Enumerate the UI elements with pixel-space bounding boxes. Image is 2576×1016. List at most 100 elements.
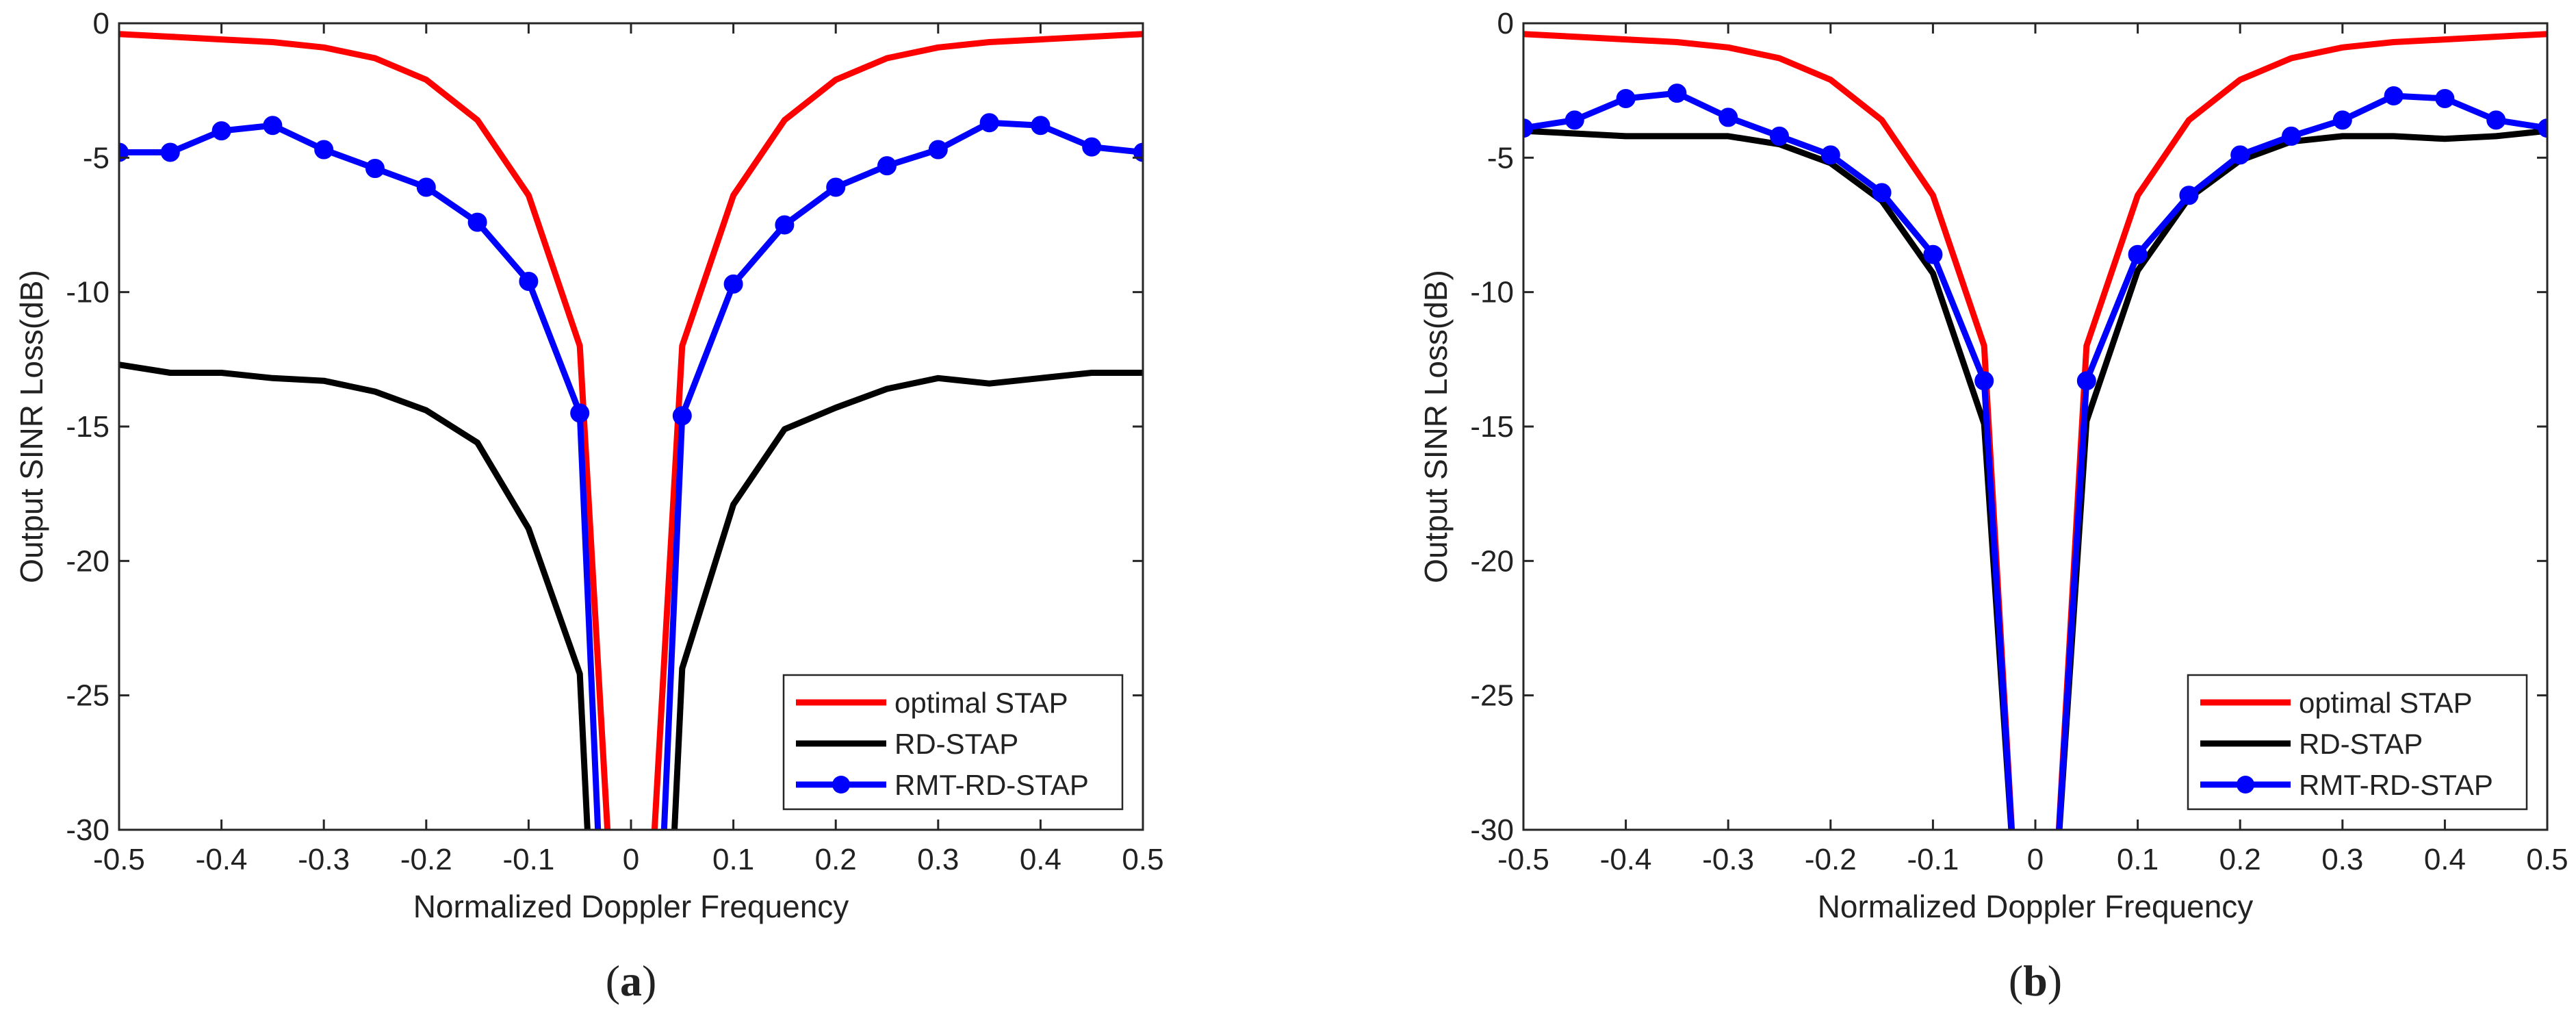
data-point [416, 177, 436, 197]
x-tick-label: -0.4 [196, 843, 248, 876]
legend-marker [2237, 776, 2254, 793]
legend-entry-label: RMT-RD-STAP [2299, 769, 2493, 801]
data-point [467, 212, 487, 232]
x-tick-label: 0.3 [2321, 843, 2363, 876]
x-axis-label: Normalized Doppler Frequency [413, 889, 849, 924]
series-line-optimal-stap [1523, 31, 2547, 830]
data-point [2076, 371, 2096, 391]
series-line-optimal-stap [119, 31, 1143, 830]
y-tick-label: 0 [93, 7, 110, 40]
data-point [2486, 110, 2506, 130]
series-line-rd-stap [1523, 127, 2547, 830]
y-tick-label: -10 [1470, 276, 1514, 309]
x-tick-label: 0.2 [815, 843, 857, 876]
data-point [1082, 137, 1102, 157]
x-tick-label: -0.5 [1497, 843, 1549, 876]
panel-label-paren-open: ( [2009, 956, 2023, 1005]
data-point [2282, 126, 2301, 146]
x-tick-label: 0.5 [2526, 843, 2568, 876]
x-tick-label: 0.5 [1122, 843, 1163, 876]
data-point [775, 215, 795, 235]
data-point [160, 142, 180, 162]
data-point [1820, 145, 1840, 165]
y-tick-label: -15 [66, 410, 110, 444]
chart-panel-b: -0.5 -0.4 -0.3 -0.2 -0.1 0 0.1 0.2 0.3 0.4 0.5 0 -5 -… [1418, 7, 2568, 1005]
data-point [1923, 244, 1943, 264]
x-tick-label: 0.3 [917, 843, 959, 876]
data-point [263, 116, 283, 136]
x-tick-label: 0.2 [2219, 843, 2261, 876]
y-tick-label: -5 [83, 141, 110, 175]
data-point [2128, 244, 2148, 264]
y-tick-label: -25 [66, 679, 110, 713]
data-point [1718, 107, 1738, 127]
series-line-rd-stap [119, 361, 1143, 830]
panel-label-letter: a [620, 956, 642, 1005]
panel-label-paren-close: ) [642, 956, 656, 1005]
data-point [2179, 186, 2199, 205]
series-group [1523, 31, 2547, 830]
data-point [928, 140, 948, 160]
series-line-rmt-rd-stap [119, 119, 1143, 830]
panel-label-paren-close: ) [2048, 956, 2062, 1005]
data-point [826, 177, 846, 197]
y-axis-label: Output SINR Loss(dB) [14, 270, 49, 583]
panel-label-letter: b [2023, 956, 2048, 1005]
x-tick-label: 0.4 [2424, 843, 2466, 876]
data-point [723, 274, 743, 294]
y-axis-label: Output SINR Loss(dB) [1418, 270, 1454, 583]
x-tick-label: -0.3 [298, 843, 350, 876]
x-tick-label: 0.1 [712, 843, 754, 876]
x-tick-label: -0.4 [1600, 843, 1652, 876]
x-tick-label: 0.1 [2117, 843, 2159, 876]
series-line-rmt-rd-stap [1523, 90, 2547, 830]
data-point [672, 406, 692, 426]
data-point [570, 403, 590, 423]
y-tick-label: -30 [66, 813, 110, 847]
data-point [1616, 88, 1636, 108]
data-point [979, 113, 999, 133]
y-tick-label: -20 [66, 544, 110, 578]
data-point [1523, 118, 1533, 138]
data-point [1974, 371, 1994, 391]
data-point [1667, 84, 1687, 103]
legend-entry-label: RD-STAP [2299, 728, 2423, 760]
panel-label: (a) [606, 956, 657, 1005]
y-tick-label: 0 [1497, 7, 1514, 40]
chart-panel-a: -0.5 -0.4 -0.3 -0.2 -0.1 0 0.1 0.2 0.3 0.4 0.5 0 -5 -… [14, 7, 1164, 1005]
y-tick-label: -25 [1470, 679, 1514, 713]
data-point [2435, 88, 2455, 108]
data-point [1564, 110, 1584, 130]
data-point [365, 159, 385, 179]
x-tick-label: -0.1 [1907, 843, 1959, 876]
x-tick-label: -0.5 [93, 843, 145, 876]
legend-entry-label: optimal STAP [894, 687, 1068, 719]
data-point [519, 271, 539, 291]
data-point [2384, 86, 2404, 106]
panel-label: (b) [2009, 956, 2062, 1005]
data-point [877, 156, 897, 176]
x-tick-label: -0.2 [1805, 843, 1857, 876]
x-tick-label: -0.2 [400, 843, 452, 876]
data-point [1872, 183, 1892, 203]
x-tick-label: 0.4 [1020, 843, 1061, 876]
y-tick-label: -15 [1470, 410, 1514, 444]
x-tick-label: 0 [623, 843, 639, 876]
x-axis-label: Normalized Doppler Frequency [1818, 889, 2254, 924]
x-tick-label: -0.3 [1702, 843, 1754, 876]
y-tick-label: -30 [1470, 813, 1514, 847]
data-point [1031, 116, 1051, 136]
x-tick-label: 0 [2027, 843, 2044, 876]
y-tick-label: -5 [1487, 141, 1514, 175]
legend: optimal STAP RD-STAP RMT-RD-STAP [2187, 674, 2528, 811]
data-point [314, 140, 334, 160]
legend-entry-label: optimal STAP [2299, 687, 2473, 719]
data-point [1770, 126, 1789, 146]
data-point [211, 121, 231, 141]
series-group [119, 31, 1143, 830]
y-tick-label: -20 [1470, 544, 1514, 578]
y-tick-label: -10 [66, 276, 110, 309]
x-tick-label: -0.1 [502, 843, 554, 876]
legend-entry-label: RD-STAP [894, 728, 1018, 760]
